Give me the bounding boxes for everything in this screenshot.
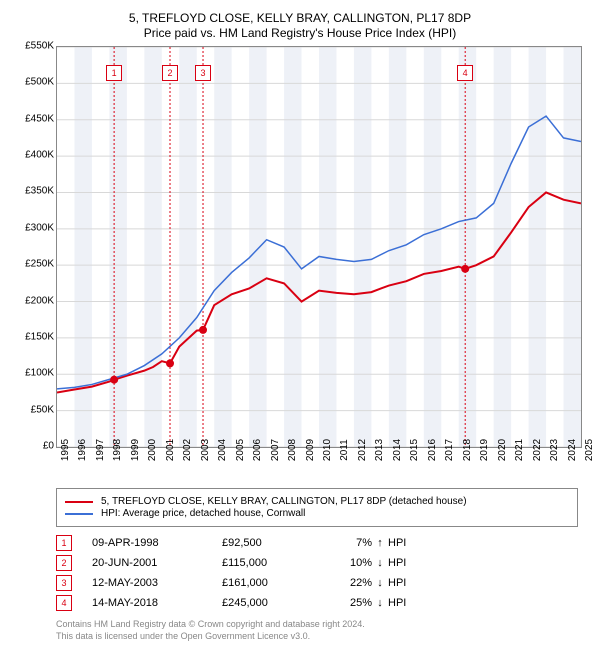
y-tick-label: £150K xyxy=(25,331,54,342)
plot-area: 1 2 3 4 xyxy=(56,46,582,448)
x-tick-label: 2017 xyxy=(444,439,455,461)
x-tick-label: 2007 xyxy=(270,439,281,461)
x-tick-label: 1999 xyxy=(130,439,141,461)
event-row: 1 09-APR-1998£92,5007%↑HPI xyxy=(56,535,590,551)
event-date: 20-JUN-2001 xyxy=(92,557,222,569)
x-tick-label: 2014 xyxy=(392,439,403,461)
x-tick-label: 2020 xyxy=(497,439,508,461)
x-tick-label: 2002 xyxy=(182,439,193,461)
y-tick-label: £50K xyxy=(31,404,54,415)
x-tick-label: 2024 xyxy=(567,439,578,461)
y-tick-label: £550K xyxy=(25,41,54,52)
event-date: 12-MAY-2003 xyxy=(92,577,222,589)
event-date: 09-APR-1998 xyxy=(92,537,222,549)
event-row-marker: 2 xyxy=(56,555,72,571)
x-tick-label: 2000 xyxy=(147,439,158,461)
footer: Contains HM Land Registry data © Crown c… xyxy=(56,619,590,642)
y-tick-label: £300K xyxy=(25,222,54,233)
chart-container: £0£50K£100K£150K£200K£250K£300K£350K£400… xyxy=(10,46,590,448)
x-tick-label: 2012 xyxy=(357,439,368,461)
event-price: £161,000 xyxy=(222,577,322,589)
y-tick-label: £200K xyxy=(25,295,54,306)
chart-title-block: 5, TREFLOYD CLOSE, KELLY BRAY, CALLINGTO… xyxy=(10,11,590,40)
event-marker-2: 2 xyxy=(162,65,178,81)
legend-item: 5, TREFLOYD CLOSE, KELLY BRAY, CALLINGTO… xyxy=(65,496,569,507)
x-tick-label: 2009 xyxy=(305,439,316,461)
x-tick-label: 2019 xyxy=(479,439,490,461)
event-pct: 10% xyxy=(322,557,372,569)
legend-swatch xyxy=(65,501,93,503)
x-tick-label: 2016 xyxy=(427,439,438,461)
x-tick-label: 2018 xyxy=(462,439,473,461)
x-tick-label: 2025 xyxy=(584,439,595,461)
event-pct: 25% xyxy=(322,597,372,609)
y-tick-label: £400K xyxy=(25,150,54,161)
event-arrow: ↓ xyxy=(372,597,388,609)
title-line-2: Price paid vs. HM Land Registry's House … xyxy=(10,26,590,40)
x-axis: 1995199619971998199920002001200220032004… xyxy=(56,448,580,488)
event-price: £92,500 xyxy=(222,537,322,549)
event-arrow: ↓ xyxy=(372,557,388,569)
legend-label: HPI: Average price, detached house, Corn… xyxy=(101,508,305,519)
event-hpi: HPI xyxy=(388,577,428,589)
legend-label: 5, TREFLOYD CLOSE, KELLY BRAY, CALLINGTO… xyxy=(101,496,467,507)
x-tick-label: 2003 xyxy=(200,439,211,461)
plot-svg xyxy=(57,47,581,447)
x-tick-label: 2022 xyxy=(532,439,543,461)
event-marker-4: 4 xyxy=(457,65,473,81)
event-price: £115,000 xyxy=(222,557,322,569)
event-marker-3: 3 xyxy=(195,65,211,81)
event-hpi: HPI xyxy=(388,597,428,609)
event-row-marker: 1 xyxy=(56,535,72,551)
x-tick-label: 2006 xyxy=(252,439,263,461)
x-tick-label: 1997 xyxy=(95,439,106,461)
x-tick-label: 2005 xyxy=(235,439,246,461)
event-hpi: HPI xyxy=(388,537,428,549)
footer-line-2: This data is licensed under the Open Gov… xyxy=(56,631,590,643)
event-arrow: ↑ xyxy=(372,537,388,549)
event-pct: 22% xyxy=(322,577,372,589)
event-row: 4 14-MAY-2018£245,00025%↓HPI xyxy=(56,595,590,611)
event-price: £245,000 xyxy=(222,597,322,609)
y-tick-label: £100K xyxy=(25,368,54,379)
event-hpi: HPI xyxy=(388,557,428,569)
y-axis: £0£50K£100K£150K£200K£250K£300K£350K£400… xyxy=(10,46,56,446)
event-pct: 7% xyxy=(322,537,372,549)
event-arrow: ↓ xyxy=(372,577,388,589)
event-row-marker: 4 xyxy=(56,595,72,611)
event-row: 2 20-JUN-2001£115,00010%↓HPI xyxy=(56,555,590,571)
legend: 5, TREFLOYD CLOSE, KELLY BRAY, CALLINGTO… xyxy=(56,488,578,527)
x-tick-label: 2023 xyxy=(549,439,560,461)
x-tick-label: 1996 xyxy=(77,439,88,461)
x-tick-label: 2021 xyxy=(514,439,525,461)
event-marker-1: 1 xyxy=(106,65,122,81)
y-tick-label: £450K xyxy=(25,113,54,124)
legend-item: HPI: Average price, detached house, Corn… xyxy=(65,508,569,519)
y-tick-label: £350K xyxy=(25,186,54,197)
x-tick-label: 2004 xyxy=(217,439,228,461)
y-tick-label: £0 xyxy=(43,441,54,452)
events-table: 109-APR-1998£92,5007%↑HPI220-JUN-2001£11… xyxy=(56,535,590,611)
x-tick-label: 2013 xyxy=(374,439,385,461)
x-tick-label: 1998 xyxy=(112,439,123,461)
x-tick-label: 2015 xyxy=(409,439,420,461)
x-tick-label: 1995 xyxy=(60,439,71,461)
legend-swatch xyxy=(65,513,93,515)
y-tick-label: £500K xyxy=(25,77,54,88)
x-tick-label: 2008 xyxy=(287,439,298,461)
event-row: 3 12-MAY-2003£161,00022%↓HPI xyxy=(56,575,590,591)
event-date: 14-MAY-2018 xyxy=(92,597,222,609)
x-tick-label: 2001 xyxy=(165,439,176,461)
y-tick-label: £250K xyxy=(25,259,54,270)
event-row-marker: 3 xyxy=(56,575,72,591)
title-line-1: 5, TREFLOYD CLOSE, KELLY BRAY, CALLINGTO… xyxy=(10,11,590,25)
footer-line-1: Contains HM Land Registry data © Crown c… xyxy=(56,619,590,631)
x-tick-label: 2011 xyxy=(339,439,350,461)
x-tick-label: 2010 xyxy=(322,439,333,461)
